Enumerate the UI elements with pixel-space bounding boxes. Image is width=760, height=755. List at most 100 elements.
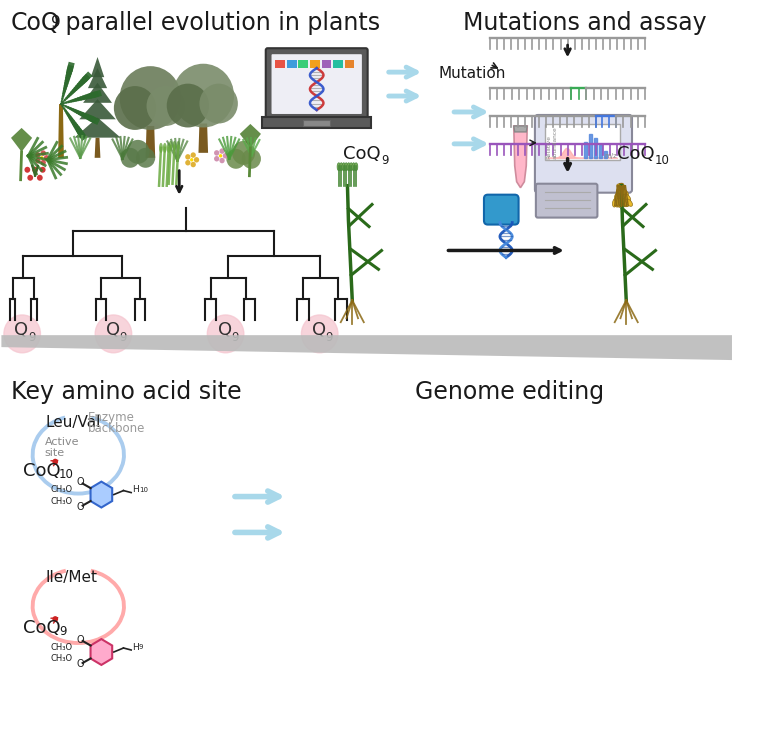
Bar	[262, 117, 372, 128]
Bar	[275, 60, 285, 68]
Circle shape	[95, 315, 131, 353]
Ellipse shape	[163, 143, 166, 153]
Circle shape	[35, 158, 40, 164]
Polygon shape	[95, 137, 100, 158]
Circle shape	[37, 174, 43, 180]
Ellipse shape	[354, 163, 358, 171]
Polygon shape	[240, 124, 261, 148]
Text: 9: 9	[139, 644, 144, 650]
Ellipse shape	[344, 163, 348, 171]
Ellipse shape	[619, 183, 624, 193]
Polygon shape	[83, 82, 112, 103]
Circle shape	[40, 156, 43, 159]
FancyBboxPatch shape	[266, 48, 368, 120]
Circle shape	[223, 153, 228, 159]
Ellipse shape	[618, 199, 623, 207]
Ellipse shape	[340, 163, 343, 171]
Circle shape	[24, 167, 30, 173]
Ellipse shape	[620, 189, 626, 197]
Ellipse shape	[616, 193, 620, 202]
Text: CoQ: CoQ	[23, 462, 60, 479]
Circle shape	[52, 459, 58, 464]
Text: CH₃O: CH₃O	[51, 485, 73, 494]
Ellipse shape	[622, 199, 629, 207]
Polygon shape	[146, 126, 155, 158]
Circle shape	[35, 153, 40, 158]
Text: 9: 9	[381, 154, 388, 167]
Ellipse shape	[620, 193, 625, 202]
Text: Ile/Met: Ile/Met	[46, 570, 97, 585]
Circle shape	[220, 158, 225, 163]
Polygon shape	[584, 142, 587, 158]
Polygon shape	[198, 124, 208, 153]
Polygon shape	[514, 126, 527, 132]
Ellipse shape	[619, 188, 623, 197]
Circle shape	[214, 156, 220, 162]
Circle shape	[166, 84, 209, 128]
Ellipse shape	[159, 143, 163, 153]
Circle shape	[40, 160, 46, 165]
Ellipse shape	[617, 193, 622, 202]
Text: 9: 9	[119, 331, 127, 344]
Ellipse shape	[616, 188, 621, 197]
Circle shape	[191, 162, 196, 168]
Ellipse shape	[619, 183, 623, 192]
Ellipse shape	[618, 188, 622, 197]
Text: 9: 9	[231, 331, 239, 344]
Circle shape	[302, 315, 338, 353]
Text: H: H	[132, 643, 139, 652]
Text: CoQ: CoQ	[343, 145, 380, 163]
Bar	[299, 60, 308, 68]
Circle shape	[40, 167, 46, 173]
Ellipse shape	[619, 188, 624, 197]
Ellipse shape	[614, 193, 619, 202]
Ellipse shape	[619, 183, 624, 192]
Text: Q: Q	[218, 321, 232, 339]
Circle shape	[194, 157, 199, 162]
FancyBboxPatch shape	[271, 54, 362, 114]
Text: 9: 9	[28, 331, 36, 344]
Circle shape	[114, 86, 156, 130]
Polygon shape	[74, 118, 121, 137]
Polygon shape	[594, 138, 597, 158]
Polygon shape	[90, 57, 104, 77]
Circle shape	[214, 150, 220, 156]
Ellipse shape	[619, 193, 625, 202]
Text: backbone: backbone	[88, 422, 145, 435]
Polygon shape	[603, 151, 606, 158]
Circle shape	[242, 149, 261, 169]
Ellipse shape	[619, 183, 625, 192]
Text: CoQ: CoQ	[11, 11, 61, 35]
FancyBboxPatch shape	[536, 183, 597, 217]
Polygon shape	[88, 68, 107, 88]
Ellipse shape	[347, 163, 350, 171]
Text: site: site	[45, 448, 65, 458]
Circle shape	[199, 84, 238, 124]
Circle shape	[191, 153, 196, 158]
Ellipse shape	[173, 141, 176, 151]
Ellipse shape	[613, 199, 618, 207]
Circle shape	[173, 63, 234, 128]
Ellipse shape	[352, 163, 356, 171]
Bar	[310, 60, 320, 68]
Ellipse shape	[169, 141, 173, 151]
Ellipse shape	[619, 189, 625, 196]
Text: Q: Q	[106, 321, 120, 339]
Text: CoQ: CoQ	[616, 145, 654, 163]
Text: O: O	[77, 659, 84, 669]
Ellipse shape	[350, 163, 353, 171]
Ellipse shape	[619, 183, 625, 192]
Ellipse shape	[620, 183, 625, 193]
Ellipse shape	[615, 198, 620, 207]
Circle shape	[207, 315, 244, 353]
Text: CoQ: CoQ	[23, 619, 60, 637]
Circle shape	[147, 86, 185, 126]
Text: CH₃O: CH₃O	[51, 497, 73, 506]
Text: Genome editing: Genome editing	[415, 380, 604, 404]
Ellipse shape	[337, 163, 340, 171]
Circle shape	[220, 148, 225, 154]
Ellipse shape	[617, 184, 624, 192]
Ellipse shape	[615, 193, 620, 202]
Circle shape	[32, 167, 38, 173]
Circle shape	[185, 160, 191, 165]
